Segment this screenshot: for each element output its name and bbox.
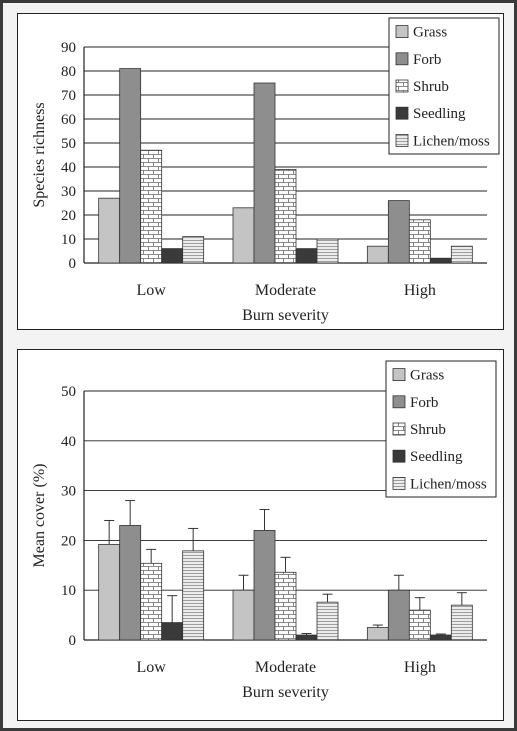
bar-shrub-high (408, 609, 431, 641)
figure-frame: 0 10 20 30 40 50 60 70 80 90 Low Moderate High Burn s… (3, 3, 514, 728)
y-tick-label: 40 (61, 434, 76, 450)
bar-shrub-moderate (274, 168, 297, 264)
legend-swatch-shrub (395, 79, 409, 93)
bar-forb-moderate (253, 530, 276, 641)
bar-forb-low (119, 68, 142, 264)
x-tick-label: Moderate (255, 282, 316, 299)
legend-swatch-lichen-moss (392, 477, 406, 490)
y-tick-label: 40 (61, 160, 76, 176)
bar-lichen-moss-low (182, 550, 205, 641)
y-tick-label: 0 (69, 256, 77, 272)
legend-swatch-seedling (392, 449, 406, 463)
bar-seedling-low (161, 622, 184, 641)
mean-cover-chart-panel: 0 10 20 30 40 50 Low Moderate High Burn severity M… (17, 349, 504, 721)
bar-shrub-low (140, 149, 163, 264)
bar-seedling-moderate (295, 634, 318, 641)
legend-swatch-forb (392, 395, 406, 409)
y-tick-label: 60 (61, 112, 76, 128)
bar-grass-low (98, 197, 121, 264)
legend-label-shrub: Shrub (410, 422, 446, 438)
y-tick-label: 30 (61, 184, 76, 200)
y-tick-label: 50 (61, 384, 76, 400)
bar-lichen-moss-high (450, 245, 473, 264)
bar-seedling-high (429, 634, 452, 641)
legend-swatch-grass (395, 25, 409, 39)
species-richness-chart-panel: 0 10 20 30 40 50 60 70 80 90 Low Moderate High Burn s… (17, 13, 504, 330)
bar-lichen-moss-low (182, 236, 205, 264)
y-tick-label: 50 (61, 136, 76, 152)
bar-grass-high (366, 627, 389, 641)
y-axis-title: Species richness (31, 102, 48, 207)
x-tick-label: Low (137, 659, 167, 676)
bar-forb-high (387, 589, 410, 641)
x-tick-label: Low (137, 282, 167, 299)
y-axis-title: Mean cover (%) (31, 464, 48, 568)
bar-seedling-moderate (295, 248, 318, 264)
x-tick-label: High (404, 282, 436, 299)
bar-shrub-high (408, 219, 431, 264)
x-tick-label: High (404, 659, 436, 676)
y-tick-label: 10 (61, 583, 76, 599)
legend: Grass Forb Shrub Seedling Lichen/moss (388, 17, 500, 155)
legend-swatch-seedling (395, 106, 409, 120)
bar-grass-moderate (232, 589, 255, 641)
y-tick-label: 80 (61, 64, 76, 80)
legend-swatch-shrub (392, 422, 406, 436)
bar-lichen-moss-high (450, 604, 473, 641)
bar-seedling-low (161, 248, 184, 264)
legend-label-forb: Forb (410, 395, 438, 411)
bar-shrub-moderate (274, 571, 297, 641)
legend-label-seedling: Seedling (410, 449, 463, 465)
bar-grass-moderate (232, 207, 255, 264)
bar-grass-high (366, 245, 389, 264)
x-tick-label: Moderate (255, 659, 316, 676)
legend-label-seedling: Seedling (413, 106, 466, 122)
y-tick-label: 20 (61, 533, 76, 549)
legend-swatch-forb (395, 52, 409, 66)
legend-swatch-lichen-moss (395, 134, 409, 147)
y-tick-label: 70 (61, 88, 76, 104)
bar-shrub-low (140, 562, 163, 641)
legend-label-lichen-moss: Lichen/moss (410, 476, 487, 492)
bar-forb-moderate (253, 82, 276, 264)
bar-lichen-moss-moderate (316, 238, 339, 264)
legend: Grass Forb Shrub Seedling Lichen/moss (385, 360, 497, 498)
y-tick-label: 90 (61, 40, 76, 56)
y-tick-label: 0 (69, 633, 77, 649)
x-axis-title: Burn severity (242, 307, 329, 324)
x-axis-title: Burn severity (242, 684, 329, 701)
bar-forb-low (119, 525, 142, 641)
y-tick-label: 20 (61, 208, 76, 224)
legend-label-grass: Grass (410, 368, 444, 384)
bar-seedling-high (429, 257, 452, 264)
legend-label-lichen-moss: Lichen/moss (413, 133, 490, 149)
bar-forb-high (387, 200, 410, 264)
y-tick-label: 10 (61, 232, 76, 248)
bar-lichen-moss-moderate (316, 601, 339, 641)
legend-swatch-grass (392, 368, 406, 382)
bar-grass-low (98, 543, 121, 641)
y-tick-label: 30 (61, 484, 76, 500)
species-richness-chart: 0 10 20 30 40 50 60 70 80 90 Low Moderate High Burn s… (31, 17, 500, 324)
legend-label-grass: Grass (413, 25, 447, 41)
mean-cover-chart: 0 10 20 30 40 50 Low Moderate High Burn severity M… (31, 360, 497, 701)
legend-label-shrub: Shrub (413, 79, 449, 95)
legend-label-forb: Forb (413, 52, 441, 68)
